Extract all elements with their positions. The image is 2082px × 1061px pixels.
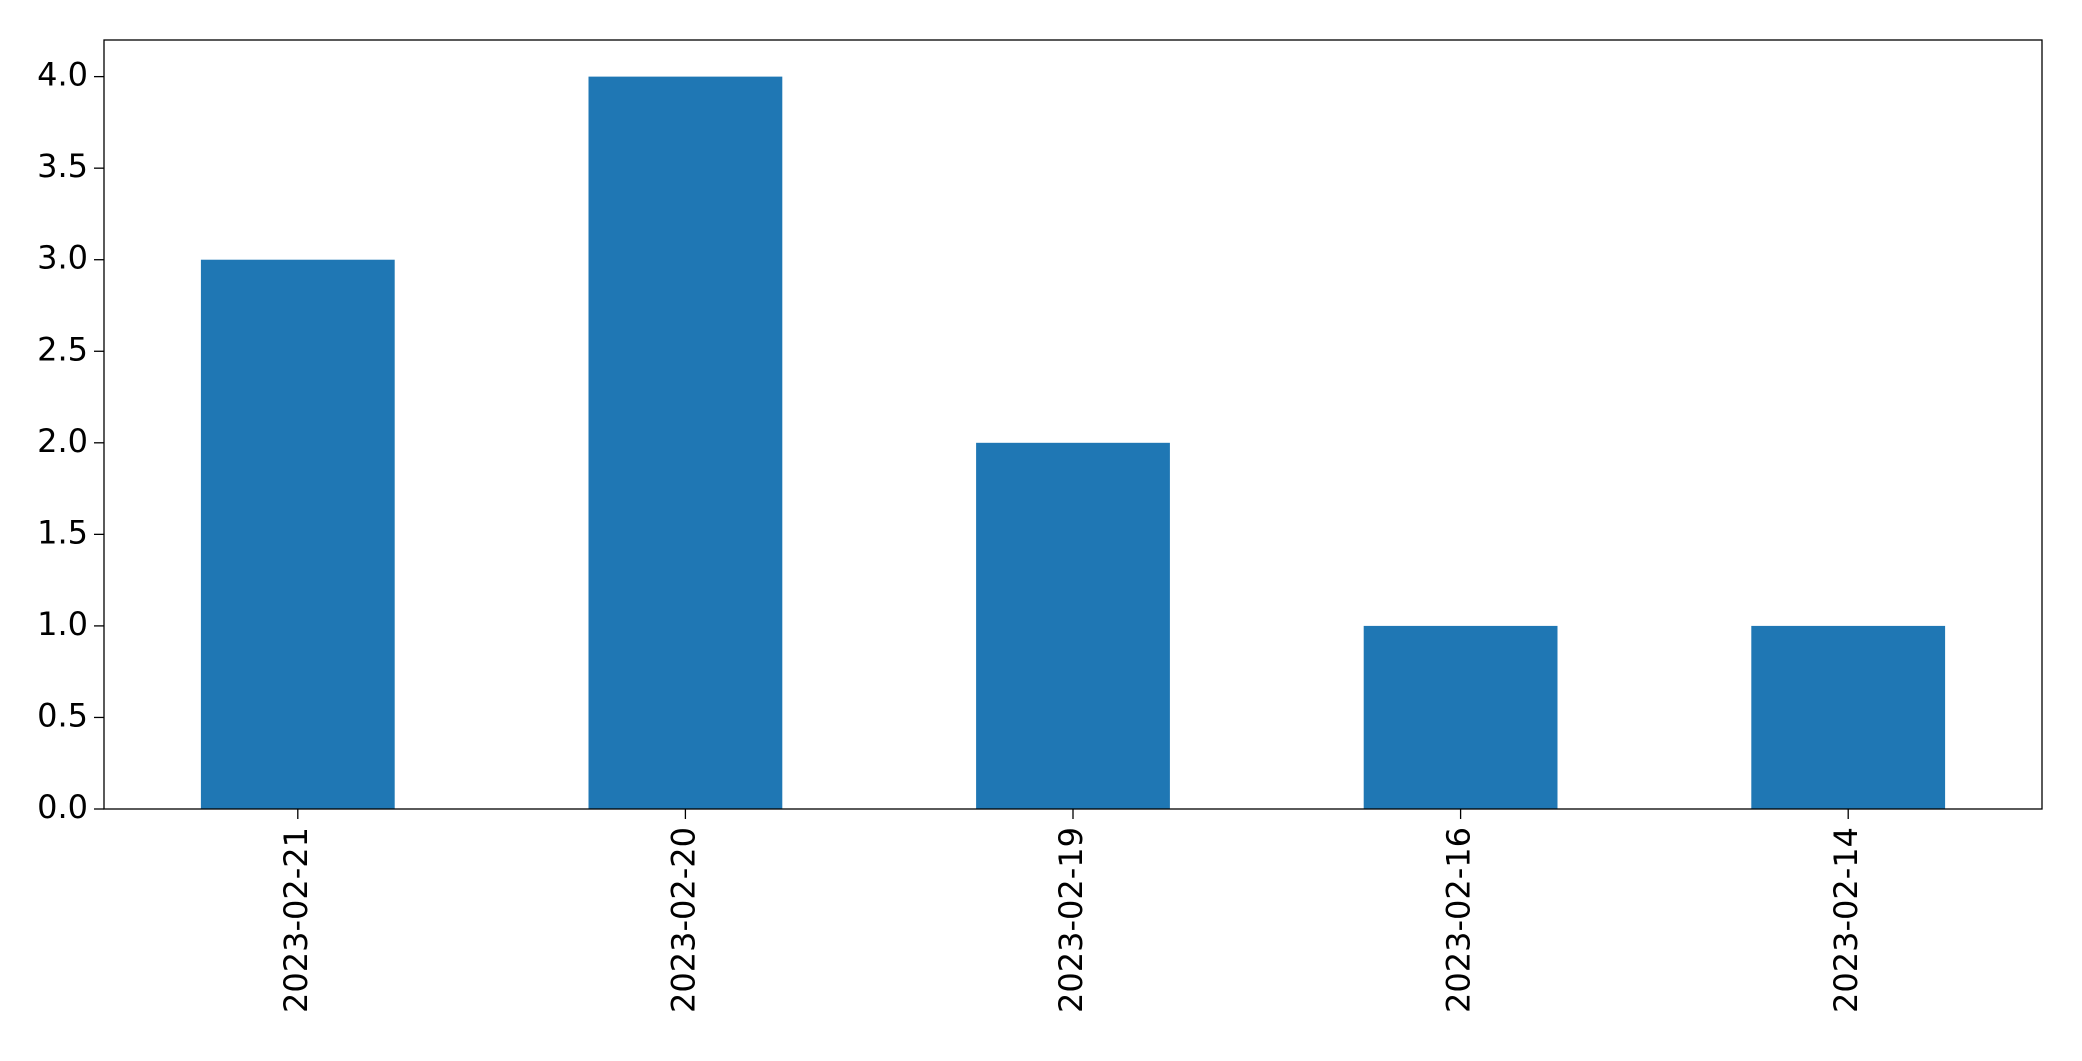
y-tick-label: 1.0	[37, 605, 88, 643]
x-tick-label: 2023-02-16	[1440, 827, 1478, 1013]
x-tick-label: 2023-02-21	[277, 827, 315, 1013]
y-tick-label: 0.0	[37, 788, 88, 826]
bar	[976, 442, 1170, 809]
bar	[1363, 625, 1558, 809]
y-tick-label: 3.0	[37, 239, 88, 277]
bar	[1751, 625, 1946, 809]
y-tick-label: 3.5	[37, 147, 88, 185]
y-tick-label: 1.5	[37, 513, 88, 551]
x-tick-label: 2023-02-19	[1052, 827, 1090, 1013]
plot-frame	[103, 39, 2043, 810]
y-tick-label: 2.0	[37, 422, 88, 460]
y-tick-label: 4.0	[37, 56, 88, 94]
bar	[588, 76, 783, 810]
y-tick-label: 2.5	[37, 330, 88, 368]
bar	[200, 259, 395, 809]
x-tick-label: 2023-02-20	[664, 827, 702, 1013]
y-tick-label: 0.5	[37, 696, 88, 734]
x-tick-label: 2023-02-14	[1827, 827, 1865, 1013]
